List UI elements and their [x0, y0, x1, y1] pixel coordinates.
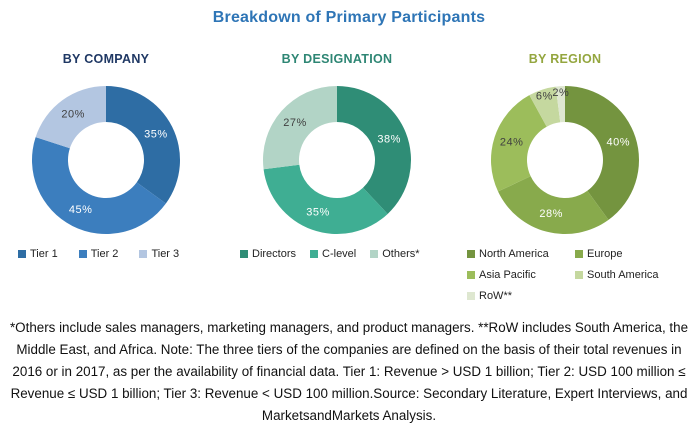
chart-header: BY REGION: [528, 52, 602, 66]
legend-item-north-america: North America: [467, 248, 575, 260]
slice-value-label: 6%: [536, 90, 553, 102]
legend-label: South America: [587, 269, 659, 281]
donut-chart: 40% 28% 24% 6% 2%: [490, 86, 640, 235]
legend-item-europe: Europe: [575, 248, 678, 260]
legend-label: Tier 1: [30, 248, 58, 260]
legend-item-tier-3: Tier 3: [139, 248, 179, 260]
chart-by-region: BY REGION 40% 28% 24% 6% 2% North America Europ…: [452, 46, 678, 311]
legend-swatch: [240, 250, 248, 258]
legend-swatch: [575, 271, 583, 279]
chart-header: BY COMPANY: [62, 52, 150, 66]
legend-swatch: [467, 271, 475, 279]
donut-slice-directors: [337, 86, 411, 214]
donut-chart: 35% 45% 20%: [31, 86, 181, 235]
legend-item-directors: Directors: [240, 248, 296, 260]
chart-legend: Directors C-level Others*: [239, 248, 436, 260]
donut-slice-row-: [555, 86, 565, 123]
legend-swatch: [467, 250, 475, 258]
donut-slice-south-america: [529, 86, 561, 127]
chart-by-company: BY COMPANY 35% 45% 20% Tier 1 Tier 2 Tier 3: [8, 46, 204, 311]
legend-label: North America: [479, 248, 549, 260]
legend-swatch: [78, 250, 87, 258]
legend-swatch: [467, 292, 475, 300]
donut-slice-asia-pacific: [490, 95, 547, 192]
slice-value-label: 27%: [283, 117, 307, 129]
slice-value-label: 38%: [377, 133, 401, 145]
donut-slice-north-america: [565, 86, 640, 220]
slice-value-label: 2%: [552, 87, 569, 99]
legend-label: RoW**: [479, 290, 513, 302]
legend-swatch: [310, 250, 319, 258]
legend-swatch: [575, 250, 583, 258]
footnote-text: *Others include sales managers, marketin…: [9, 320, 689, 423]
legend-item-tier-1: Tier 1: [18, 248, 58, 260]
legend-label: Asia Pacific: [479, 269, 536, 281]
legend-label: Europe: [587, 248, 623, 260]
legend-swatch: [370, 250, 379, 258]
slice-value-label: 35%: [306, 207, 330, 219]
legend-item-asia-pacific: Asia Pacific: [467, 269, 575, 281]
legend-item-row-: RoW**: [467, 290, 575, 302]
legend-label: Others*: [382, 248, 420, 260]
legend-label: Tier 3: [151, 248, 180, 260]
slice-value-label: 24%: [500, 137, 524, 149]
slice-value-label: 45%: [69, 204, 93, 216]
slice-value-label: 28%: [539, 208, 563, 220]
slice-value-label: 40%: [607, 137, 631, 149]
chart-legend: Tier 1 Tier 2 Tier 3: [8, 248, 214, 260]
legend-label: Tier 2: [90, 248, 119, 260]
legend-item-tier-2: Tier 2: [78, 248, 119, 260]
donut-chart: 38% 35% 27%: [262, 86, 411, 235]
chart-header: BY DESIGNATION: [281, 52, 393, 66]
donut-slice-tier-1: [106, 86, 181, 204]
slice-value-label: 35%: [144, 129, 168, 141]
legend-swatch: [139, 250, 148, 258]
donut-slice-tier-3: [35, 86, 107, 149]
donut-slice-europe: [498, 176, 609, 235]
chart-legend: North America Europe Asia Pacific South Ame…: [452, 248, 678, 302]
legend-swatch: [18, 250, 26, 258]
donut-slice-tier-2: [31, 137, 166, 235]
legend-label: Directors: [252, 248, 297, 260]
figure-title: Breakdown of Primary Participants: [212, 9, 486, 26]
legend-item-others-: Others*: [370, 248, 420, 260]
legend-label: C-level: [322, 248, 357, 260]
chart-by-designation: BY DESIGNATION 38% 35% 27% Directors C-level O…: [239, 46, 435, 311]
donut-slice-others-: [262, 86, 337, 170]
donut-slice-c-level: [263, 164, 388, 235]
slice-value-label: 20%: [61, 109, 85, 121]
legend-item-c-level: C-level: [310, 248, 356, 260]
legend-item-south-america: South America: [575, 269, 678, 281]
